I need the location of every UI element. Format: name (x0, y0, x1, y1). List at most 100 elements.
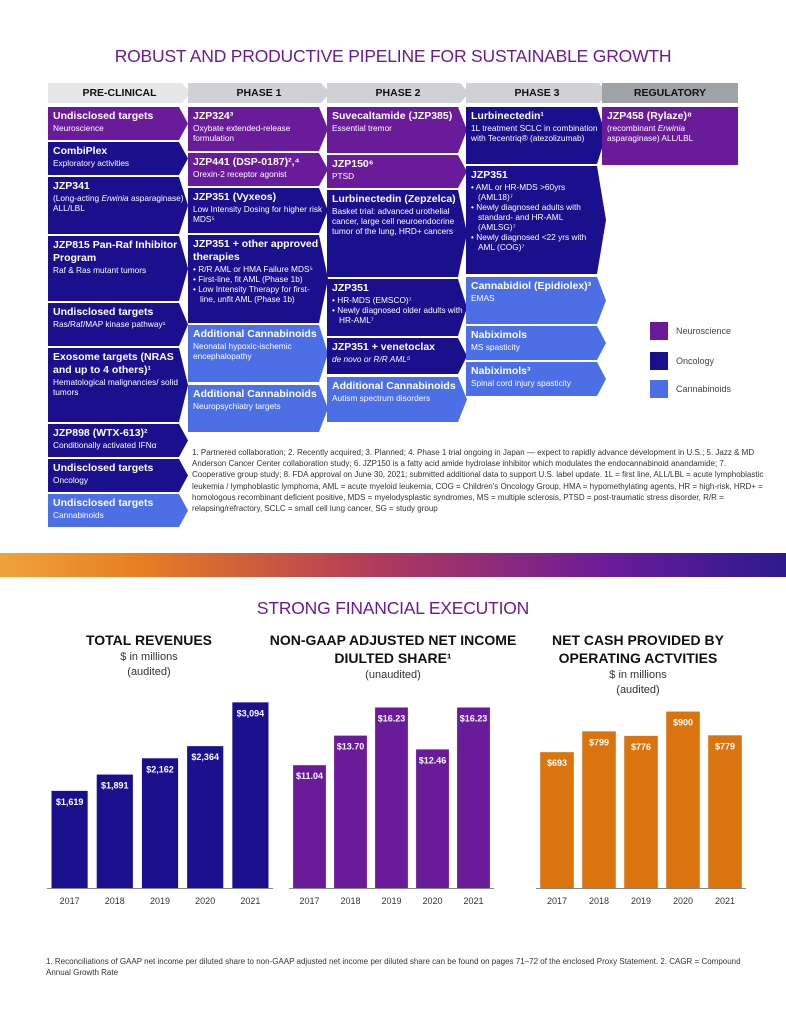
program-title: Additional Cannabinoids (193, 328, 317, 340)
program-indication: PTSD (332, 170, 355, 181)
program-indication: (Long-acting Erwinia asparaginase) ALL/L… (53, 192, 184, 213)
program-title: Lurbinectedin (Zepzelca) (332, 193, 456, 205)
program-box: Nabiximols³ Spinal cord injury spasticit… (466, 362, 606, 396)
program-title: JZP324³ (193, 110, 234, 122)
program-title: Lurbinectedin¹ (471, 110, 544, 122)
program-box: CombiPlex Exploratory activities (48, 142, 188, 175)
program-box: JZP898 (WTX-613)² Conditionally activate… (48, 424, 188, 457)
program-box: JZP351 (Vyxeos) Low Intensity Dosing for… (188, 188, 328, 233)
program-title: Cannabidiol (Epidiolex)³ (471, 280, 592, 292)
program-box: Suvecaltamide (JZP385) Essential tremor (327, 107, 467, 153)
chart-subtitle: (unaudited) (365, 669, 421, 681)
bar-2021 (708, 735, 742, 888)
program-indication: Neuroscience (53, 122, 104, 133)
bullet-text: Newly diagnosed older adults with HR-AML… (337, 304, 463, 326)
program-box: Exosome targets (NRAS and up to 4 others… (48, 348, 188, 422)
program-box: JZP324³ Oxybate extended-release formula… (188, 107, 328, 151)
chart-subtitle-2: (audited) (616, 684, 660, 696)
chart-title: NET CASH PROVIDED BY OPERATING ACTVITIES (552, 632, 724, 666)
cagr-banner: 17.6% 4 YEAR CAGR (115, 916, 205, 926)
bar-plot: $1,619 2017 $1,891 2018 $2,162 2019 $2,364 2020… (47, 702, 273, 906)
bar-2019 (141, 758, 179, 888)
program-indication: 1L treatment SCLC in combination with Te… (471, 122, 598, 143)
x-tick-label: 2020 (673, 896, 693, 906)
program-indication: Basket trial: advanced urothelial cancer… (332, 205, 455, 237)
program-title: Nabiximols³ (471, 365, 531, 377)
program-indication: Essential tremor (332, 122, 392, 133)
bar-2021 (232, 702, 269, 888)
x-tick-label: 2021 (463, 896, 483, 906)
program-title: JZP150⁶ (332, 158, 374, 170)
legend-swatch (650, 380, 668, 398)
x-tick-label: 2018 (340, 896, 360, 906)
program-title: JZP441 (DSP-0187)²,⁴ (193, 156, 300, 168)
x-tick-label: 2017 (547, 896, 567, 906)
program-indication: Low Intensity Dosing for higher risk MDS… (193, 203, 323, 224)
program-title: Nabiximols (471, 329, 528, 341)
x-tick-label: 2019 (150, 896, 170, 906)
program-box: JZP458 (Rylaze)⁸ (recombinant Erwinia as… (602, 107, 738, 165)
bullet-text: Low Intensity Therapy for first-line, un… (198, 283, 310, 304)
chart-title: NON-GAAP ADJUSTED NET INCOME DIULTED SHA… (269, 632, 517, 666)
chart-subtitle-2: (audited) (127, 666, 171, 678)
program-indication: Exploratory activities (53, 157, 130, 168)
program-title: JZP898 (WTX-613)² (53, 427, 148, 439)
bullet-text: R/R AML or HMA Failure MDS⁵ (198, 263, 313, 274)
program-indication: Oncology (53, 474, 89, 485)
program-title: JZP351 (471, 169, 508, 181)
bullet-text: Newly diagnosed <22 yrs with AML (COG)⁷ (476, 232, 587, 253)
data-label: $16.23 (378, 713, 406, 723)
program-box: Additional Cannabinoids Autism spectrum … (327, 377, 467, 422)
non-gaap-eps-chart: NON-GAAP ADJUSTED NET INCOME DIULTED SHA… (268, 630, 518, 940)
program-indication: Ras/Raf/MAP kinase pathway¹ (53, 318, 166, 329)
program-box: JZP150⁶ PTSD (327, 155, 467, 188)
data-label: $776 (631, 742, 651, 752)
program-title: Additional Cannabinoids (332, 380, 456, 392)
bullet-item: • R/R AML or HMA Failure MDS⁵ (193, 263, 313, 274)
program-title: JZP815 Pan-Raf Inhibitor Program (53, 239, 178, 264)
program-box: Undisclosed targets Ras/Raf/MAP kinase p… (48, 303, 188, 346)
x-tick-label: 2017 (299, 896, 319, 906)
program-bullets: • HR-MDS (EMSCO)⁷ • Newly diagnosed olde… (332, 295, 463, 325)
bullet-text: HR-MDS (EMSCO)⁷ (337, 294, 412, 305)
program-box: Undisclosed targets Cannabinoids (48, 494, 188, 527)
program-title: JZP351 (332, 282, 369, 294)
legend-swatch (650, 352, 668, 370)
program-box: JZP351 + other approved therapies • R/R … (188, 235, 328, 323)
chart-title: TOTAL REVENUES (85, 632, 213, 648)
program-title: Undisclosed targets (53, 110, 154, 122)
program-box: Lurbinectedin¹ 1L treatment SCLC in comb… (466, 107, 606, 164)
program-box: Lurbinectedin (Zepzelca) Basket trial: a… (327, 190, 467, 277)
regulatory-header: REGULATORY (602, 83, 738, 103)
data-label: $12.46 (419, 755, 447, 765)
net-cash-chart: NET CASH PROVIDED BY OPERATING ACTVITIES… (513, 630, 763, 940)
bar-2019 (624, 735, 658, 888)
bar-2017 (293, 765, 326, 888)
chart-subtitle: $ in millions (609, 669, 667, 681)
program-title: JZP351 (Vyxeos) (193, 191, 277, 203)
program-bullets: • AML or HR-MDS >60yrs (AML18)⁷ • Newly … (471, 182, 602, 253)
bar-2020 (187, 746, 224, 888)
x-tick-label: 2020 (422, 896, 442, 906)
program-indication: MS spasticity (471, 341, 520, 352)
program-title: CombiPlex (53, 145, 108, 157)
data-label: $11.04 (296, 771, 323, 781)
x-tick-label: 2018 (105, 896, 125, 906)
bullet-item: • Newly diagnosed adults with standard- … (471, 202, 581, 233)
bullet-text: AML or HR-MDS >60yrs (AML18)⁷ (475, 181, 566, 202)
bar-2018 (582, 731, 616, 888)
legend-label: Cannabinoids (676, 384, 732, 394)
program-box: Additional Cannabinoids Neonatal hypoxic… (188, 325, 328, 382)
program-indication: (recombinant Erwinia asparaginase) ALL/L… (607, 122, 694, 143)
program-title: Undisclosed targets (53, 497, 154, 509)
phase-2-header: PHASE 2 (327, 83, 469, 103)
bar-2018 (96, 774, 133, 888)
bar-2019 (375, 707, 408, 888)
program-box: JZP441 (DSP-0187)²,⁴ Orexin-2 receptor a… (188, 153, 328, 186)
program-indication: EMAS (471, 292, 495, 303)
phase-3-header: PHASE 3 (466, 83, 608, 103)
bullet-text: First-line, fit AML (Phase 1b) (198, 273, 303, 284)
bar-2017 (51, 790, 88, 888)
bullet-item: • First-line, fit AML (Phase 1b) (193, 273, 303, 284)
legend-label: Oncology (676, 356, 715, 366)
